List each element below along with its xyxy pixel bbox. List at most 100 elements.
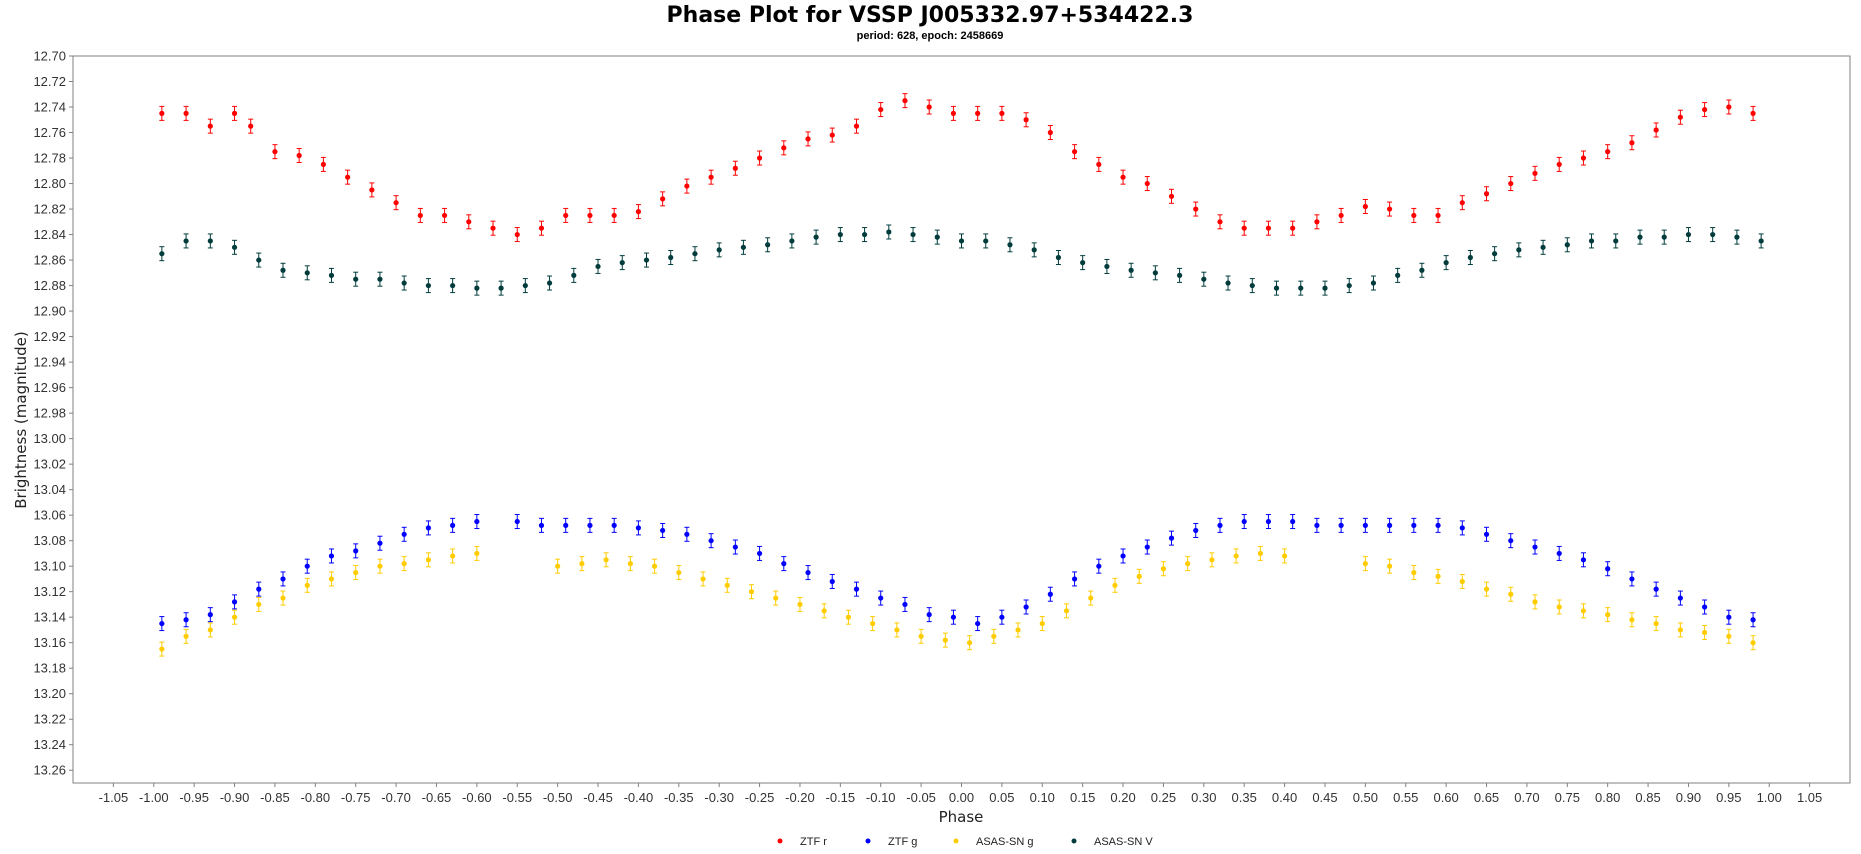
x-tick-label: 0.65: [1474, 790, 1499, 805]
data-point: [1314, 522, 1320, 528]
data-point: [353, 548, 359, 554]
x-tick-label: 1.05: [1797, 790, 1822, 805]
data-point: [732, 544, 738, 550]
data-point: [1080, 260, 1086, 266]
data-point: [1483, 531, 1490, 537]
data-point: [538, 522, 545, 528]
data-point: [1112, 582, 1118, 588]
data-point: [1613, 238, 1619, 244]
y-axis-label: Brightness (magnitude): [12, 331, 30, 509]
data-point: [1055, 254, 1062, 261]
data-point: [474, 518, 480, 525]
data-point: [821, 608, 827, 614]
data-point: [207, 627, 213, 633]
y-tick-label: 12.72: [33, 74, 66, 89]
data-point: [1370, 280, 1377, 286]
data-point: [878, 595, 884, 601]
data-point: [1653, 620, 1659, 627]
data-point: [740, 244, 747, 250]
data-point: [1685, 231, 1692, 238]
legend-swatch: [865, 838, 871, 844]
x-tick-label: 0.90: [1676, 790, 1701, 805]
y-tick-label: 12.78: [33, 151, 66, 166]
data-point: [1273, 285, 1280, 291]
data-point: [450, 282, 456, 289]
data-point: [1726, 614, 1732, 620]
data-point: [1023, 117, 1029, 123]
data-point: [1047, 591, 1053, 597]
data-point: [1702, 604, 1708, 610]
x-tick-label: 1.00: [1757, 790, 1782, 805]
data-point: [538, 225, 545, 231]
data-point: [1144, 180, 1150, 187]
data-point: [983, 238, 989, 244]
data-point: [1532, 170, 1538, 176]
x-tick-label: -0.80: [300, 790, 330, 805]
data-series-layer: [159, 93, 1764, 657]
data-point: [1023, 604, 1029, 610]
y-tick-label: 13.22: [33, 712, 66, 727]
data-point: [304, 270, 310, 276]
x-tick-label: 0.85: [1635, 790, 1660, 805]
data-point: [425, 557, 431, 563]
x-tick-label: -0.20: [785, 790, 815, 805]
x-tick-label: 0.50: [1353, 790, 1378, 805]
data-point: [1217, 522, 1223, 528]
data-point: [353, 569, 359, 576]
data-point: [1605, 149, 1611, 155]
data-point: [813, 234, 819, 240]
data-point: [724, 582, 730, 588]
data-point: [748, 589, 755, 595]
data-point: [1435, 573, 1441, 579]
data-point: [1564, 242, 1570, 248]
x-tick-label: -0.40: [624, 790, 654, 805]
data-point: [805, 569, 811, 576]
data-point: [1750, 110, 1756, 116]
data-point: [1411, 522, 1417, 528]
x-tick-label: 0.15: [1070, 790, 1095, 805]
data-point: [1063, 608, 1070, 614]
y-axis: 12.70 12.72 12.74 12.76 12.78 12.80 12.82 12.84…: [33, 49, 73, 778]
data-point: [1516, 247, 1522, 253]
data-point: [280, 267, 286, 273]
data-point: [1071, 149, 1078, 155]
y-tick-label: 13.08: [33, 533, 66, 548]
data-point: [773, 595, 779, 601]
x-tick-label: -0.75: [341, 790, 371, 805]
data-point: [304, 563, 310, 569]
data-point: [1629, 617, 1635, 623]
data-point: [1007, 242, 1013, 248]
data-point: [1508, 180, 1514, 187]
y-tick-label: 13.04: [33, 482, 66, 497]
data-point: [684, 531, 690, 537]
x-tick-label: -0.45: [583, 790, 613, 805]
data-point: [910, 231, 916, 238]
data-point: [1241, 518, 1247, 525]
data-point: [1362, 203, 1368, 210]
y-tick-label: 12.74: [33, 100, 66, 115]
data-point: [563, 522, 569, 528]
series-ztf-r: [159, 93, 1756, 243]
data-point: [1217, 219, 1223, 225]
data-point: [450, 553, 456, 559]
data-point: [231, 599, 238, 605]
legend-label: ASAS-SN V: [1094, 836, 1153, 848]
data-point: [1265, 225, 1272, 231]
data-point: [1015, 627, 1021, 633]
x-tick-label: -0.15: [826, 790, 856, 805]
y-tick-label: 12.84: [33, 227, 66, 242]
data-point: [958, 238, 965, 244]
data-point: [1298, 285, 1304, 291]
data-point: [231, 110, 238, 116]
y-tick-label: 12.94: [33, 355, 66, 370]
data-point: [1726, 633, 1732, 639]
data-point: [498, 285, 504, 291]
data-point: [651, 563, 658, 569]
data-point: [159, 110, 165, 116]
data-point: [1362, 561, 1368, 567]
data-point: [660, 196, 666, 202]
data-point: [401, 531, 407, 537]
x-tick-label: 0.70: [1514, 790, 1539, 805]
data-point: [579, 561, 585, 567]
x-tick-label: -0.85: [260, 790, 290, 805]
